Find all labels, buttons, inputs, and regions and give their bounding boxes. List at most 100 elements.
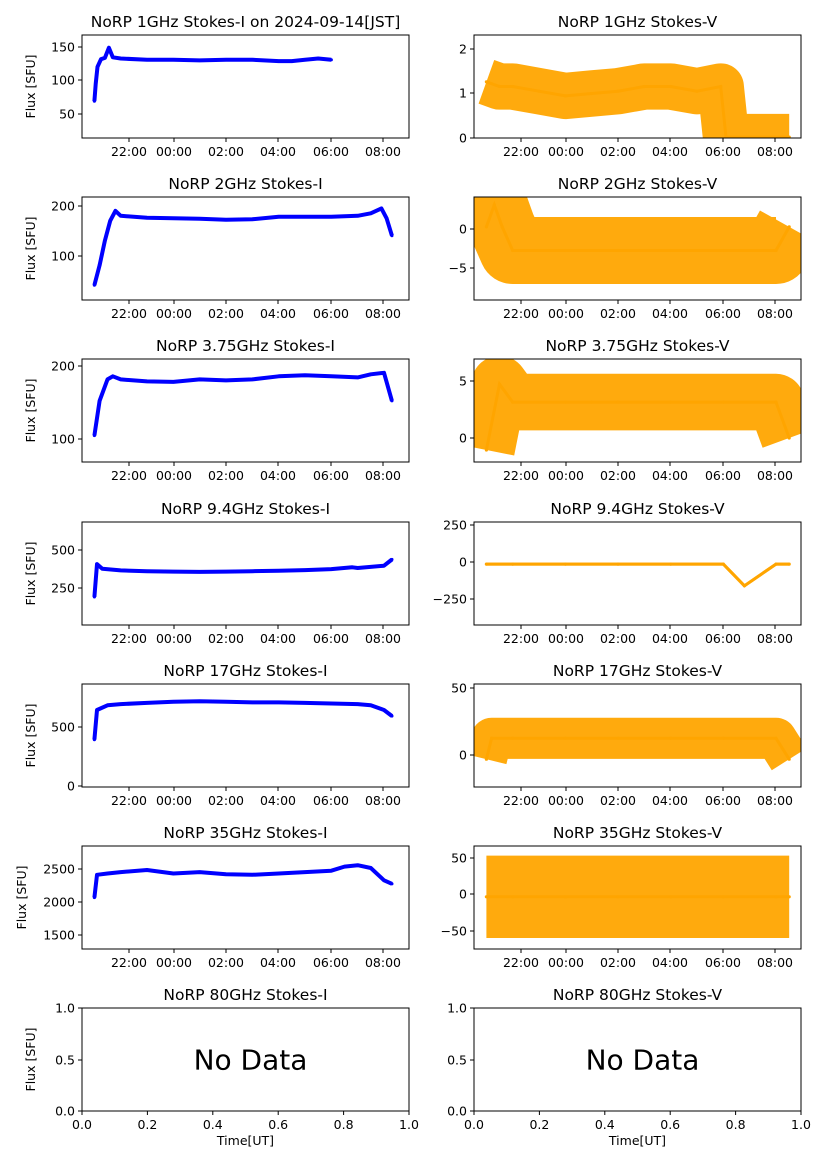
data-point xyxy=(224,700,228,704)
x-tick-label: 1.0 xyxy=(791,1117,811,1132)
data-point xyxy=(774,736,778,740)
data-point xyxy=(390,557,394,562)
plot-frame xyxy=(473,358,802,463)
data-point xyxy=(511,400,515,404)
y-tick-label: 1.0 xyxy=(447,1001,467,1016)
series-trace xyxy=(92,557,394,598)
data-point xyxy=(563,895,568,899)
x-axis-label: Time[UT] xyxy=(608,1133,666,1148)
data-layer xyxy=(92,699,394,742)
x-tick-label: 00:00 xyxy=(548,306,584,321)
y-tick-label: 0 xyxy=(459,555,467,570)
panel-10: NoRP 17GHz Stokes-V 22:00 00:00 02:00 04:00 0… xyxy=(451,662,802,808)
data-point xyxy=(250,58,254,62)
data-point xyxy=(329,869,333,873)
data-point xyxy=(100,567,104,571)
data-point xyxy=(669,895,673,899)
data-point xyxy=(119,377,123,381)
data-point xyxy=(119,568,123,573)
x-tick-label: 06:00 xyxy=(313,955,349,970)
data-point xyxy=(171,700,175,704)
data-layer xyxy=(474,359,801,456)
data-point xyxy=(616,400,620,404)
y-tick-label: 5 xyxy=(459,374,467,389)
data-point xyxy=(497,382,502,386)
data-point xyxy=(721,895,725,899)
y-tick-label: 1.0 xyxy=(55,1001,75,1016)
data-point xyxy=(721,562,725,566)
y-axis-label: Flux [SFU] xyxy=(23,542,38,606)
data-point xyxy=(145,569,149,573)
panel-title: NoRP 9.4GHz Stokes-V xyxy=(550,500,725,518)
data-point xyxy=(92,895,96,900)
data-point xyxy=(103,239,107,243)
data-point xyxy=(382,371,386,375)
data-point xyxy=(382,564,386,568)
x-tick-label: 04:00 xyxy=(260,306,296,321)
series-band xyxy=(474,197,801,284)
data-point xyxy=(563,94,568,98)
data-point xyxy=(111,374,115,378)
y-tick-label: 500 xyxy=(51,543,75,558)
data-point xyxy=(669,736,673,740)
panel-title: NoRP 1GHz Stokes-I on 2024-09-14[JST] xyxy=(91,13,401,31)
data-point xyxy=(490,736,494,740)
data-point xyxy=(369,703,373,707)
data-layer xyxy=(92,45,333,103)
data-point xyxy=(198,570,202,574)
data-point xyxy=(198,870,202,874)
data-point xyxy=(669,248,673,253)
data-point xyxy=(721,400,725,404)
data-point xyxy=(105,703,110,707)
data-point xyxy=(95,873,99,877)
x-tick-label: 0.4 xyxy=(595,1117,615,1132)
panel-11: NoRP 35GHz Stokes-I 22:00 00:00 02:00 04:00 0… xyxy=(14,824,410,970)
y-tick-label: 100 xyxy=(51,73,75,88)
y-tick-label: 0 xyxy=(459,431,467,446)
panel-7: NoRP 9.4GHz Stokes-I 22:00 00:00 02:00 04:00… xyxy=(23,500,410,646)
x-tick-label: 02:00 xyxy=(208,306,244,321)
data-point xyxy=(356,214,360,218)
x-tick-label: 06:00 xyxy=(705,955,741,970)
data-point xyxy=(511,562,515,566)
series-trace xyxy=(92,699,394,740)
panel-4: NoRP 2GHz Stokes-V 22:00 00:00 02:00 04:00 06… xyxy=(449,175,802,321)
data-point xyxy=(145,58,149,62)
plot-frame xyxy=(81,845,410,950)
data-point xyxy=(390,714,394,718)
data-point xyxy=(669,400,673,404)
data-point xyxy=(250,217,254,221)
data-point xyxy=(99,57,103,61)
x-tick-label: 0.6 xyxy=(660,1117,680,1132)
data-point xyxy=(742,584,747,588)
y-tick-label: 50 xyxy=(451,681,467,696)
y-tick-label: 0 xyxy=(459,748,467,763)
x-tick-label: 06:00 xyxy=(705,144,741,159)
plot-frame xyxy=(81,683,410,788)
series-trace xyxy=(92,370,394,436)
y-tick-label: 0.0 xyxy=(55,1104,75,1119)
data-point xyxy=(382,878,386,882)
plot-frame xyxy=(473,196,802,301)
panel-title: NoRP 3.75GHz Stokes-I xyxy=(156,337,335,355)
data-point xyxy=(787,225,791,229)
data-point xyxy=(590,91,594,96)
series-trace xyxy=(484,200,791,252)
x-tick-label: 06:00 xyxy=(705,793,741,808)
panel-1: NoRP 1GHz Stokes-I on 2024-09-14[JST] 22:… xyxy=(23,13,410,159)
data-point xyxy=(537,89,541,93)
x-tick-label: 02:00 xyxy=(600,144,636,159)
y-tick-label: 50 xyxy=(59,107,75,122)
series-band xyxy=(474,359,801,456)
y-tick-label: 1500 xyxy=(43,928,75,943)
data-point xyxy=(290,59,294,63)
data-point xyxy=(105,377,110,381)
data-point xyxy=(250,700,254,705)
x-tick-label: 1.0 xyxy=(399,1117,419,1132)
x-tick-label: 00:00 xyxy=(156,306,192,321)
data-point xyxy=(616,736,620,740)
data-point xyxy=(250,569,254,573)
data-point xyxy=(94,82,98,86)
data-point xyxy=(616,89,620,93)
x-tick-label: 02:00 xyxy=(600,793,636,808)
